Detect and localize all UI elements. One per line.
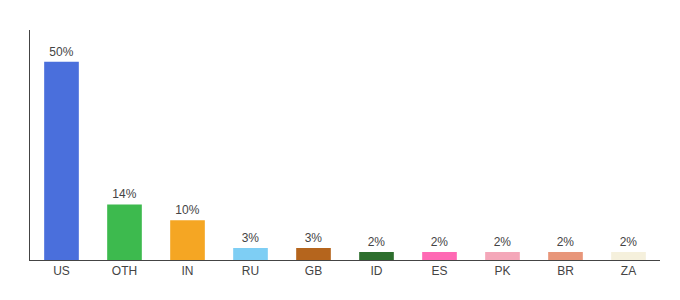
svg-text:IN: IN xyxy=(182,264,194,278)
svg-text:OTH: OTH xyxy=(112,264,137,278)
svg-text:ZA: ZA xyxy=(621,264,636,278)
svg-text:RU: RU xyxy=(242,264,259,278)
svg-text:GB: GB xyxy=(305,264,322,278)
svg-text:3%: 3% xyxy=(305,231,323,245)
svg-text:BR: BR xyxy=(557,264,574,278)
svg-text:2%: 2% xyxy=(620,235,638,249)
svg-text:3%: 3% xyxy=(242,231,260,245)
svg-text:2%: 2% xyxy=(494,235,512,249)
svg-text:PK: PK xyxy=(494,264,510,278)
svg-text:2%: 2% xyxy=(557,235,575,249)
svg-text:50%: 50% xyxy=(49,45,73,59)
svg-text:ES: ES xyxy=(431,264,447,278)
svg-text:2%: 2% xyxy=(368,235,386,249)
svg-text:US: US xyxy=(53,264,70,278)
svg-text:2%: 2% xyxy=(431,235,449,249)
svg-text:ID: ID xyxy=(371,264,383,278)
svg-text:10%: 10% xyxy=(175,203,199,217)
svg-text:14%: 14% xyxy=(112,187,136,201)
